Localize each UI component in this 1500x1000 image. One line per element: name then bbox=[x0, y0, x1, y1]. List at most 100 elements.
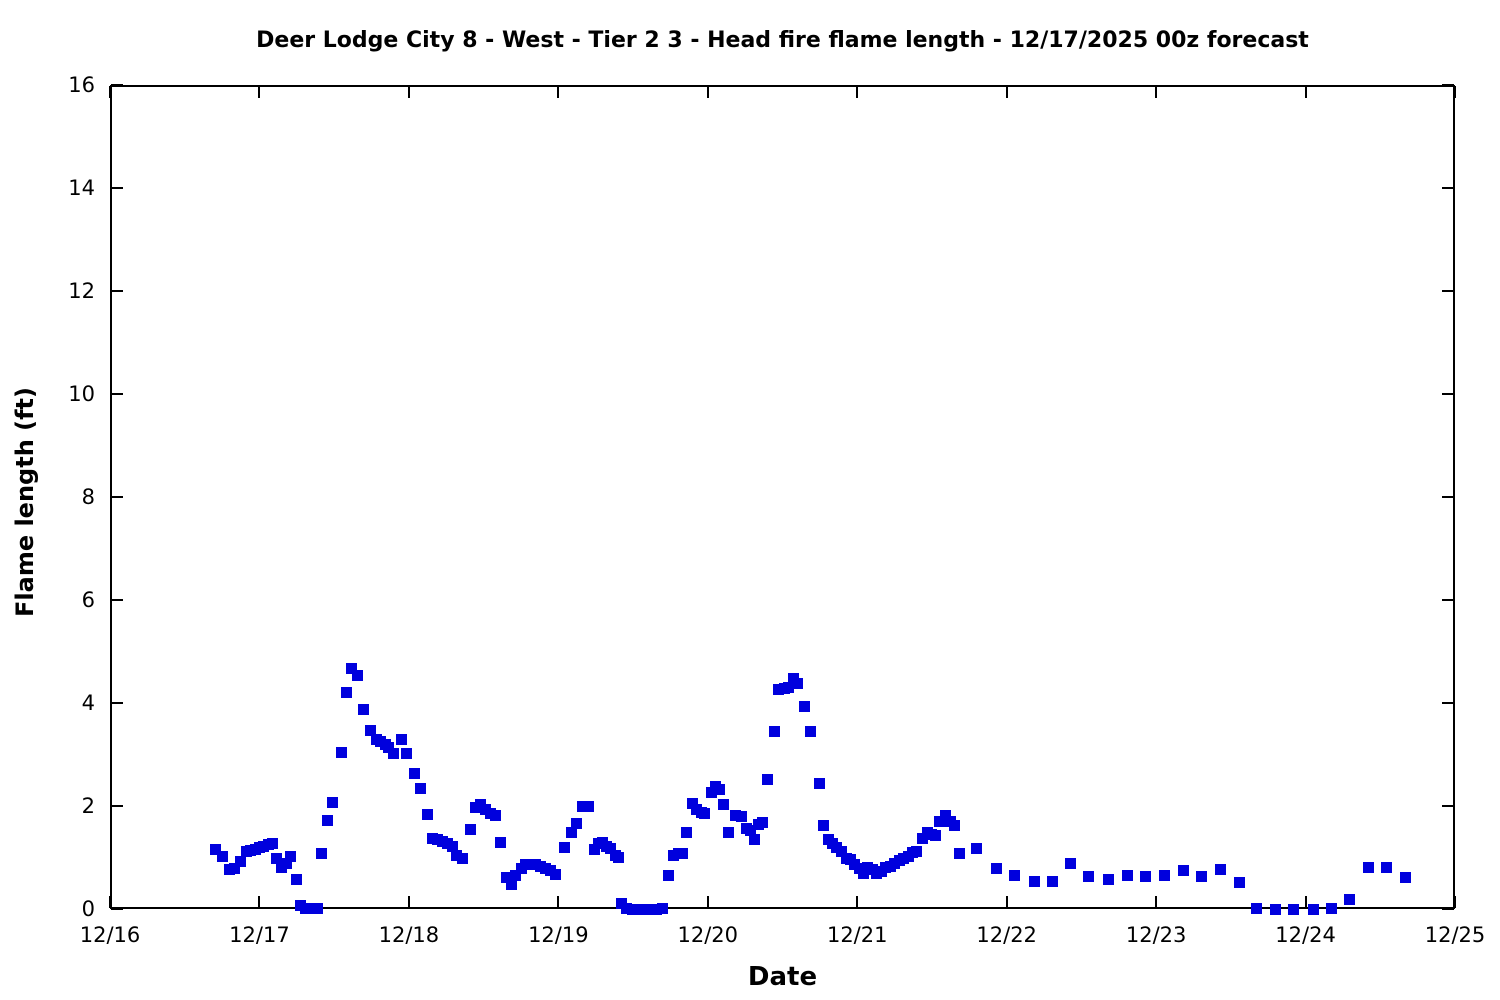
data-point bbox=[577, 801, 589, 812]
y-tick-mark-right bbox=[1442, 187, 1454, 189]
data-point bbox=[792, 677, 804, 689]
data-point bbox=[500, 872, 512, 884]
data-point bbox=[638, 904, 650, 915]
data-point bbox=[1344, 894, 1356, 906]
data-point bbox=[1028, 876, 1040, 888]
y-tick-label: 12 bbox=[68, 279, 95, 303]
data-point bbox=[327, 796, 339, 808]
data-point bbox=[748, 833, 760, 845]
x-tick-mark bbox=[407, 896, 410, 908]
data-point bbox=[613, 851, 625, 863]
y-tick-mark-right bbox=[1442, 599, 1454, 601]
data-point bbox=[322, 814, 334, 826]
data-point bbox=[910, 845, 922, 857]
data-point bbox=[1103, 874, 1115, 886]
y-tick-mark-right bbox=[1442, 496, 1454, 498]
data-point bbox=[1250, 902, 1262, 914]
data-point bbox=[705, 787, 717, 799]
x-tick-mark-top bbox=[258, 86, 261, 98]
data-point bbox=[336, 746, 348, 758]
data-point bbox=[395, 734, 407, 746]
x-tick-label: 12/17 bbox=[229, 923, 290, 947]
data-point bbox=[421, 809, 433, 821]
data-point bbox=[644, 904, 656, 915]
data-point bbox=[216, 850, 228, 862]
data-point bbox=[1400, 872, 1412, 884]
data-point bbox=[281, 858, 293, 870]
x-tick-label: 12/16 bbox=[79, 923, 141, 947]
y-tick-label: 8 bbox=[81, 485, 95, 509]
x-tick-mark-top bbox=[407, 86, 410, 98]
y-tick-mark bbox=[111, 805, 123, 807]
y-tick-mark-right bbox=[1442, 805, 1454, 807]
y-tick-mark bbox=[111, 908, 123, 910]
x-tick-mark-top bbox=[1304, 86, 1307, 98]
data-point bbox=[550, 868, 562, 880]
x-tick-mark-top bbox=[1155, 86, 1158, 98]
x-tick-mark bbox=[856, 896, 859, 908]
data-point bbox=[627, 904, 638, 915]
x-tick-mark-top bbox=[109, 86, 111, 98]
x-tick-label: 12/22 bbox=[976, 923, 1037, 947]
data-point bbox=[346, 662, 358, 674]
data-point bbox=[228, 862, 240, 874]
data-point bbox=[358, 704, 369, 716]
x-axis-label: Date bbox=[747, 962, 818, 992]
data-point bbox=[566, 826, 578, 838]
data-point bbox=[662, 870, 674, 881]
data-point bbox=[1195, 871, 1207, 883]
data-point bbox=[933, 816, 945, 828]
x-tick-label: 12/23 bbox=[1125, 923, 1187, 947]
data-point bbox=[1046, 876, 1058, 888]
data-point bbox=[365, 724, 377, 736]
y-tick-label: 4 bbox=[81, 691, 95, 715]
y-tick-mark bbox=[111, 599, 123, 601]
data-point bbox=[1159, 870, 1171, 881]
data-point bbox=[1326, 902, 1338, 914]
y-tick-label: 10 bbox=[68, 382, 95, 406]
data-point bbox=[836, 845, 848, 857]
y-tick-mark bbox=[111, 187, 123, 189]
data-point bbox=[761, 774, 773, 786]
data-point bbox=[676, 847, 688, 859]
data-point bbox=[400, 747, 412, 759]
x-tick-label: 12/18 bbox=[378, 923, 440, 947]
data-point bbox=[494, 837, 506, 849]
data-point bbox=[814, 777, 826, 789]
data-point bbox=[1214, 863, 1226, 875]
data-point bbox=[316, 847, 328, 859]
x-tick-mark bbox=[557, 896, 560, 908]
data-point bbox=[414, 782, 426, 794]
data-point bbox=[291, 874, 303, 886]
x-tick-label: 12/20 bbox=[677, 923, 739, 947]
data-point bbox=[271, 853, 283, 864]
y-tick-label: 0 bbox=[81, 897, 95, 921]
data-point bbox=[990, 862, 1002, 874]
data-point bbox=[632, 904, 644, 915]
data-point bbox=[1178, 864, 1189, 876]
y-tick-mark bbox=[111, 393, 123, 395]
x-tick-mark bbox=[1155, 896, 1158, 908]
data-point bbox=[717, 798, 729, 810]
data-point bbox=[450, 849, 462, 861]
data-point bbox=[510, 870, 522, 881]
data-point bbox=[1083, 871, 1095, 883]
data-point bbox=[234, 856, 246, 868]
data-point bbox=[285, 850, 297, 862]
x-tick-label: 12/25 bbox=[1424, 923, 1486, 947]
data-point bbox=[686, 797, 698, 809]
data-point bbox=[1307, 904, 1319, 915]
data-point bbox=[680, 826, 692, 838]
x-tick-mark-top bbox=[1005, 86, 1008, 98]
data-point bbox=[713, 784, 725, 795]
data-point bbox=[312, 902, 324, 914]
data-point bbox=[858, 867, 870, 879]
data-point bbox=[605, 843, 617, 855]
data-point bbox=[589, 844, 601, 856]
data-point bbox=[408, 768, 420, 780]
data-point bbox=[698, 808, 710, 820]
data-point bbox=[306, 902, 318, 914]
data-point bbox=[916, 832, 928, 844]
y-tick-mark-right bbox=[1442, 393, 1454, 395]
